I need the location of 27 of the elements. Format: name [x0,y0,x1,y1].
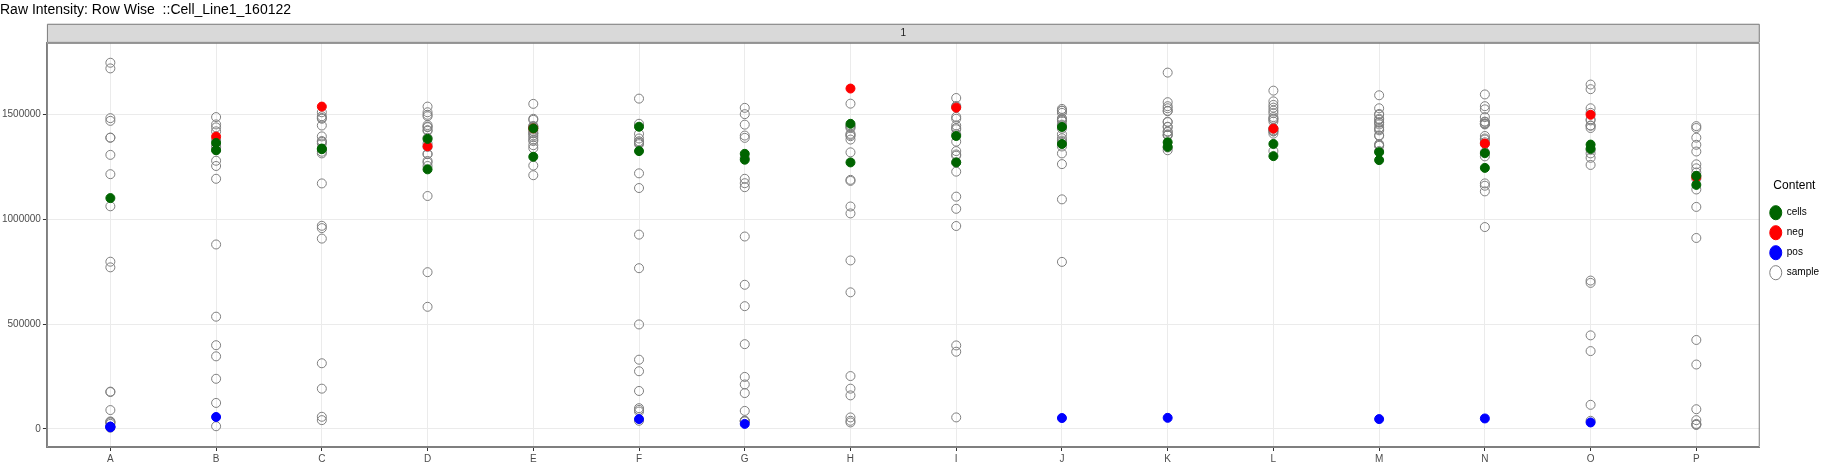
x-tick-label: P [1692,452,1700,464]
y-tick-label: 1500000 [1,107,42,119]
legend-label: cells [1786,206,1807,218]
legend-label: pos [1786,246,1803,258]
legend-label: neg [1786,226,1804,238]
x-tick-label: J [1059,452,1065,464]
y-tick-label: 1000000 [1,212,42,224]
x-tick-label: O [1586,452,1595,464]
x-tick-label: B [212,452,220,464]
x-tick-label: F [635,452,643,464]
y-tick-label: 500000 [7,317,42,329]
x-tick-label: N [1481,452,1489,464]
y-tick-label: 0 [35,422,42,434]
x-tick-label: K [1164,452,1172,464]
x-tick-label: L [1270,452,1277,464]
x-tick-label: A [107,452,115,464]
chart-title: Raw Intensity: Row Wise ::Cell_Line1_160122 [0,1,292,18]
x-tick-label: C [318,452,326,464]
x-tick-label: H [846,452,855,464]
x-tick-label: I [954,452,958,464]
x-tick-label: D [423,452,432,464]
legend-label: sample [1786,266,1820,278]
x-tick-label: E [529,452,537,464]
x-tick-label: M [1374,452,1384,464]
x-tick-label: G [740,452,749,464]
chart-subtitle: 1 [900,26,907,38]
legend-title: Content [1773,177,1817,192]
